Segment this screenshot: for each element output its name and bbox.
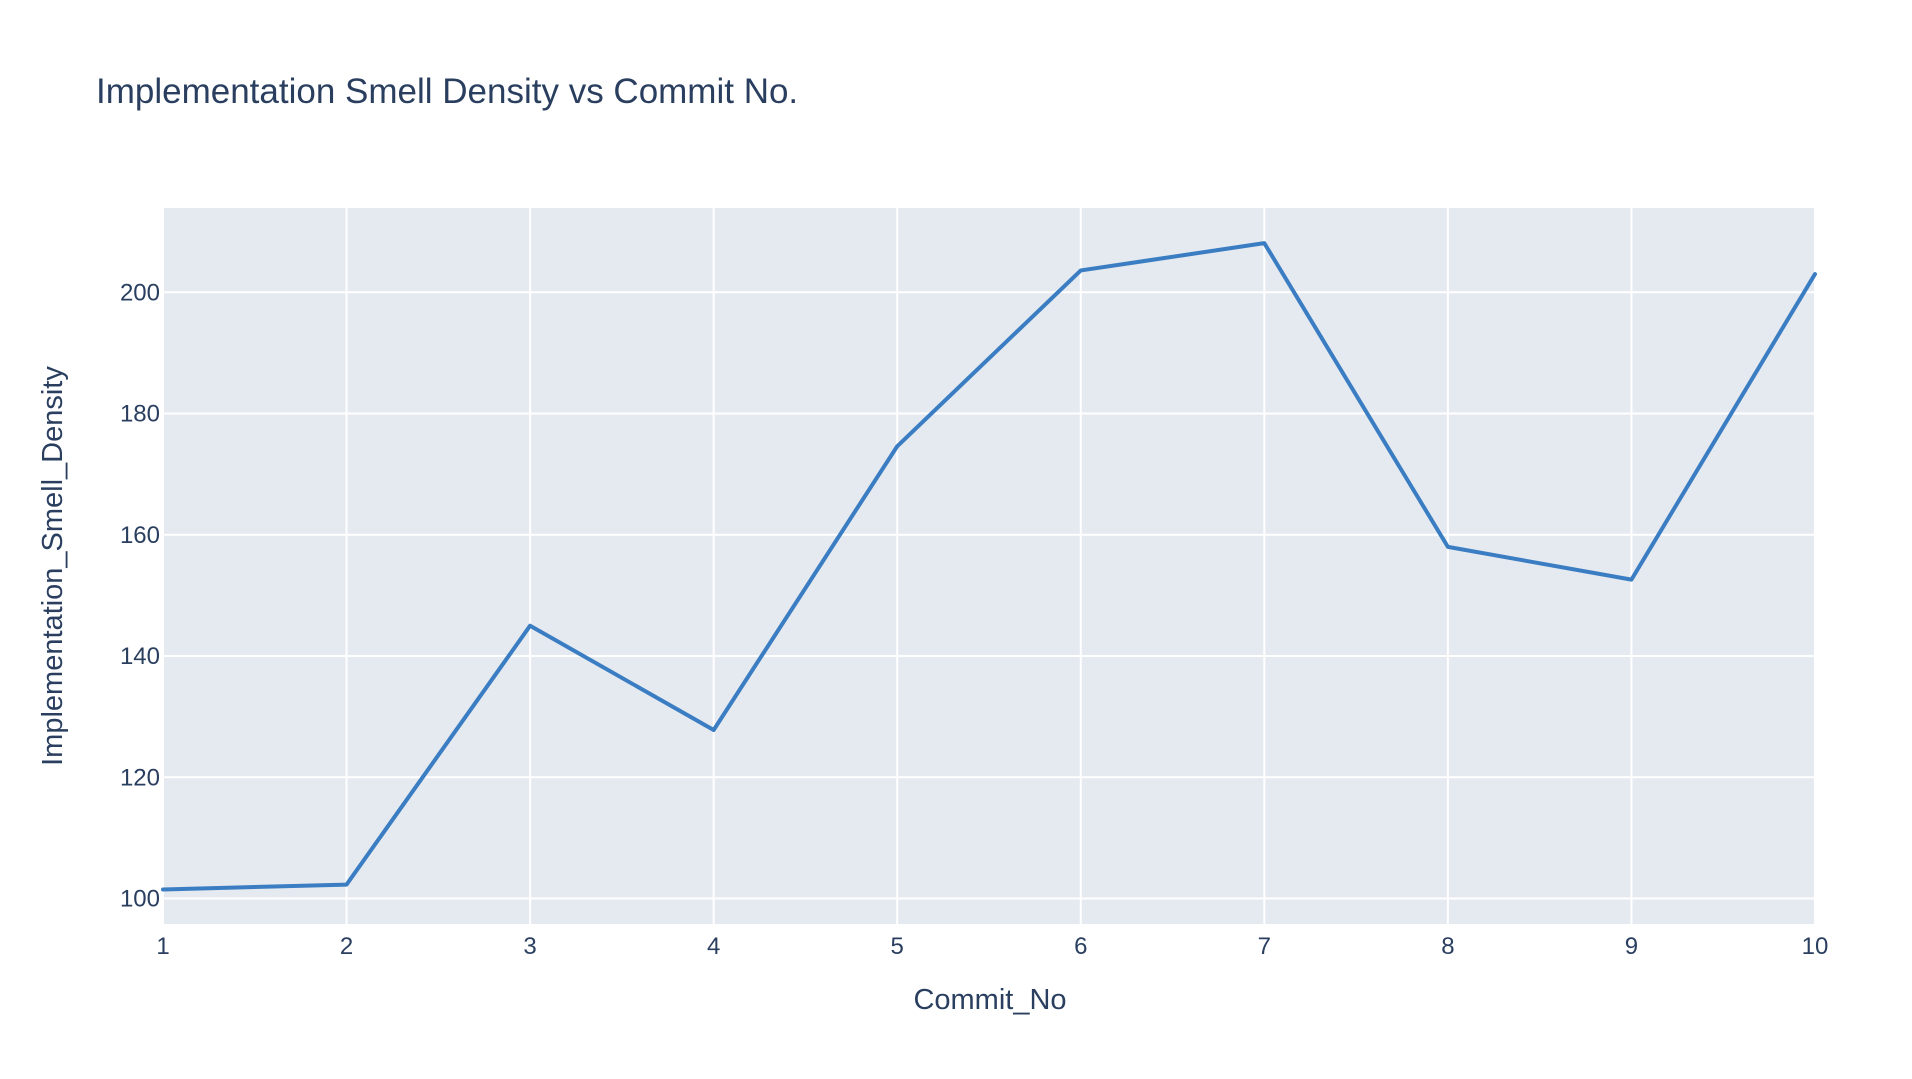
x-tick-label: 2 (340, 933, 353, 960)
x-tick-label: 1 (156, 933, 169, 960)
x-tick-label: 10 (1802, 933, 1829, 960)
x-tick-label: 9 (1625, 933, 1638, 960)
y-tick-label: 200 (120, 279, 160, 306)
series-line (161, 241, 1817, 892)
y-tick-label: 100 (120, 886, 160, 913)
y-tick-label: 180 (120, 401, 160, 428)
y-axis-title: Implementation_Smell_Density (37, 366, 69, 766)
y-tick-label: 120 (120, 764, 160, 791)
x-tick-label: 7 (1258, 933, 1271, 960)
y-tick-label: 140 (120, 643, 160, 670)
x-gridlines (162, 208, 1816, 924)
x-tick-label: 6 (1074, 933, 1087, 960)
y-tick-label: 160 (120, 522, 160, 549)
y-gridlines (163, 291, 1815, 900)
x-tick-label: 5 (891, 933, 904, 960)
x-tick-label: 4 (707, 933, 720, 960)
y-tick-labels: 100 120 140 160 180 200 (120, 279, 160, 912)
x-tick-label: 3 (523, 933, 536, 960)
x-tick-label: 8 (1441, 933, 1454, 960)
series-layer (161, 241, 1817, 892)
x-tick-labels: 1 2 3 4 5 6 7 8 9 10 (156, 933, 1828, 960)
chart-title: Implementation Smell Density vs Commit N… (96, 72, 798, 111)
plot-area (163, 208, 1815, 924)
x-axis-title: Commit_No (913, 984, 1066, 1016)
